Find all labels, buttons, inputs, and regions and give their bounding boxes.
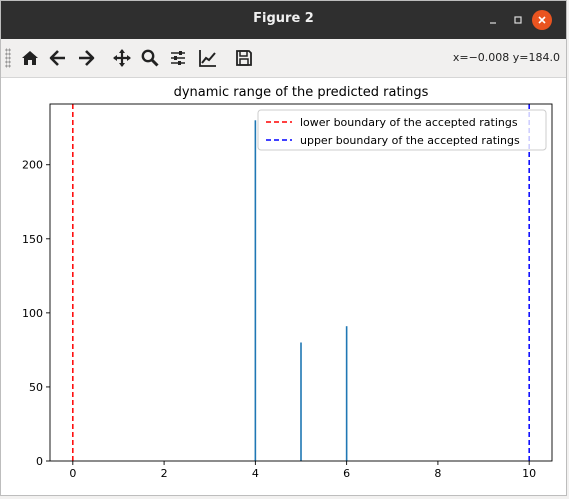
close-icon [538, 16, 546, 24]
cursor-coordinates: x=−0.008 y=184.0 [452, 51, 560, 64]
legend-label-0: lower boundary of the accepted ratings [300, 116, 518, 129]
minimize-button[interactable] [483, 10, 503, 30]
x-tick-label-4: 8 [434, 467, 441, 480]
move-icon [113, 49, 131, 67]
maximize-icon [514, 16, 522, 24]
edit-axis-button[interactable] [197, 47, 219, 69]
plot-frame [49, 103, 553, 462]
save-button[interactable] [233, 47, 255, 69]
x-tick-label-0: 0 [69, 467, 76, 480]
y-tick-label-2: 100 [22, 307, 43, 320]
toolbar-grip[interactable] [5, 48, 11, 68]
figure-canvas[interactable]: dynamic range of the predicted ratings 0 2… [1, 78, 566, 495]
minimize-icon [490, 22, 496, 24]
legend-label-1: upper boundary of the accepted ratings [300, 134, 520, 147]
sliders-icon [171, 51, 185, 65]
pan-button[interactable] [111, 47, 133, 69]
y-tick-label-4: 200 [22, 159, 43, 172]
x-tick-label-2: 4 [252, 467, 259, 480]
x-tick-label-5: 10 [522, 467, 536, 480]
configure-subplots-button[interactable] [167, 47, 189, 69]
y-tick-label-0: 0 [36, 455, 43, 468]
legend: lower boundary of the accepted ratings up… [257, 109, 547, 151]
floppy-disk-icon [236, 50, 252, 66]
bar-chart[interactable]: dynamic range of the predicted ratings 0 2… [1, 78, 566, 495]
home-icon [22, 51, 38, 65]
title-bar[interactable]: Figure 2 [1, 1, 566, 39]
navigation-toolbar: x=−0.008 y=184.0 [1, 39, 566, 78]
bar-4 [254, 120, 257, 461]
bar-6 [345, 326, 348, 461]
zoom-button[interactable] [139, 47, 161, 69]
legend-box [257, 109, 547, 151]
x-tick-label-1: 2 [161, 467, 168, 480]
close-button[interactable] [532, 10, 552, 30]
y-tick-label-1: 50 [29, 381, 43, 394]
magnifier-icon [141, 49, 159, 67]
y-tick-label-3: 150 [22, 233, 43, 246]
home-button[interactable] [19, 47, 41, 69]
bar-5 [300, 342, 302, 461]
arrow-left-icon [49, 50, 65, 66]
forward-button[interactable] [75, 47, 97, 69]
arrow-right-icon [79, 50, 95, 66]
maximize-button[interactable] [508, 10, 528, 30]
x-tick-label-3: 6 [343, 467, 350, 480]
chart-title: dynamic range of the predicted ratings [174, 85, 429, 100]
back-button[interactable] [47, 47, 69, 69]
chart-line-icon [199, 50, 216, 67]
window-title: Figure 2 [253, 11, 314, 26]
